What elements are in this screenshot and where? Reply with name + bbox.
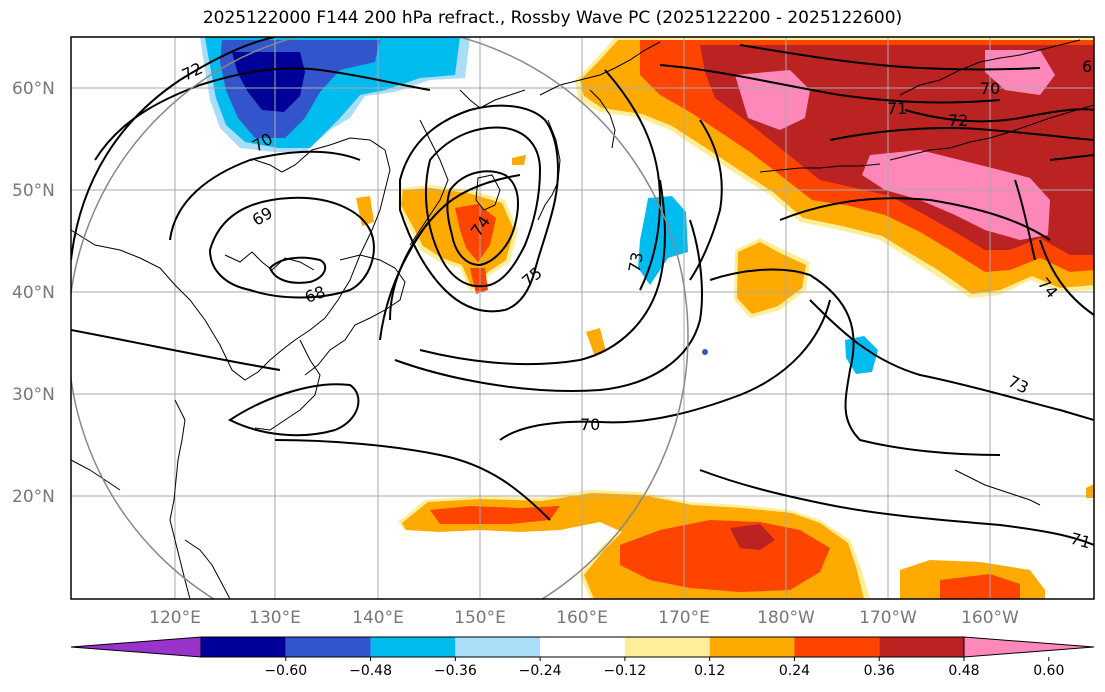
lon-label: 130°E <box>249 608 301 628</box>
latitude-labels: 60°N 50°N 40°N 30°N 20°N <box>12 79 55 507</box>
lat-label: 50°N <box>12 181 55 201</box>
lon-label: 170°W <box>859 608 917 628</box>
contour-label: 73 <box>625 251 647 274</box>
contour-label: 70 <box>980 79 1000 98</box>
lon-label: 160°E <box>556 608 608 628</box>
colorbar-extend-low <box>70 636 202 658</box>
refractive-index-contours <box>71 37 1094 546</box>
lon-label: 150°E <box>454 608 506 628</box>
lat-label: 40°N <box>12 283 55 303</box>
colorbar-tick-label: −0.36 <box>434 663 477 679</box>
longitude-labels: 120°E 130°E 140°E 150°E 160°E 170°E 180°… <box>149 608 1019 628</box>
map-border <box>70 36 1095 600</box>
colorbar-tick-label: 0.36 <box>864 663 895 679</box>
colorbar-tick-label: 0.12 <box>694 663 725 679</box>
colorbar-bin <box>455 637 541 657</box>
colorbar-extend-high <box>963 636 1095 658</box>
colorbar-bin <box>624 637 710 657</box>
contour-label: 6 <box>1082 57 1092 76</box>
lon-label: 140°E <box>352 608 404 628</box>
lon-label: 120°E <box>149 608 201 628</box>
contour-label: 71 <box>1068 529 1093 553</box>
colorbar-bin <box>285 637 371 657</box>
contour-label: 71 <box>887 99 907 118</box>
colorbar-bin <box>540 637 625 657</box>
colorbar-tick-label: 0.48 <box>948 663 979 679</box>
lat-label: 20°N <box>12 487 55 507</box>
distance-ring <box>71 37 689 599</box>
colorbar-tick-label: −0.48 <box>349 663 392 679</box>
lon-label: 160°W <box>961 608 1019 628</box>
colorbar-tick-label: −0.12 <box>603 663 646 679</box>
colorbar-bin <box>794 637 880 657</box>
colorbar-tick-label: −0.24 <box>519 663 562 679</box>
lon-label: 180°W <box>757 608 815 628</box>
colorbar-bin <box>201 637 286 657</box>
lat-label: 60°N <box>12 79 55 99</box>
map-title: 2025122000 F144 200 hPa refract., Rossby… <box>202 8 903 28</box>
colorbar-bin <box>370 637 456 657</box>
lon-label: 170°E <box>658 608 710 628</box>
colorbar-tick-label: 0.60 <box>1033 663 1064 679</box>
lat-label: 30°N <box>12 385 55 405</box>
colorbar: −0.60 −0.48 −0.36 −0.24 −0.12 0.12 0.24 0.36 0.4… <box>70 636 1095 679</box>
colorbar-tick-label: 0.24 <box>779 663 810 679</box>
colorbar-bin <box>879 637 964 657</box>
colorbar-outline <box>200 636 965 658</box>
colorbar-bin <box>709 637 795 657</box>
contour-label: 70 <box>580 415 600 434</box>
contour-label: 72 <box>948 111 968 130</box>
colorbar-tick-label: −0.60 <box>264 663 307 679</box>
